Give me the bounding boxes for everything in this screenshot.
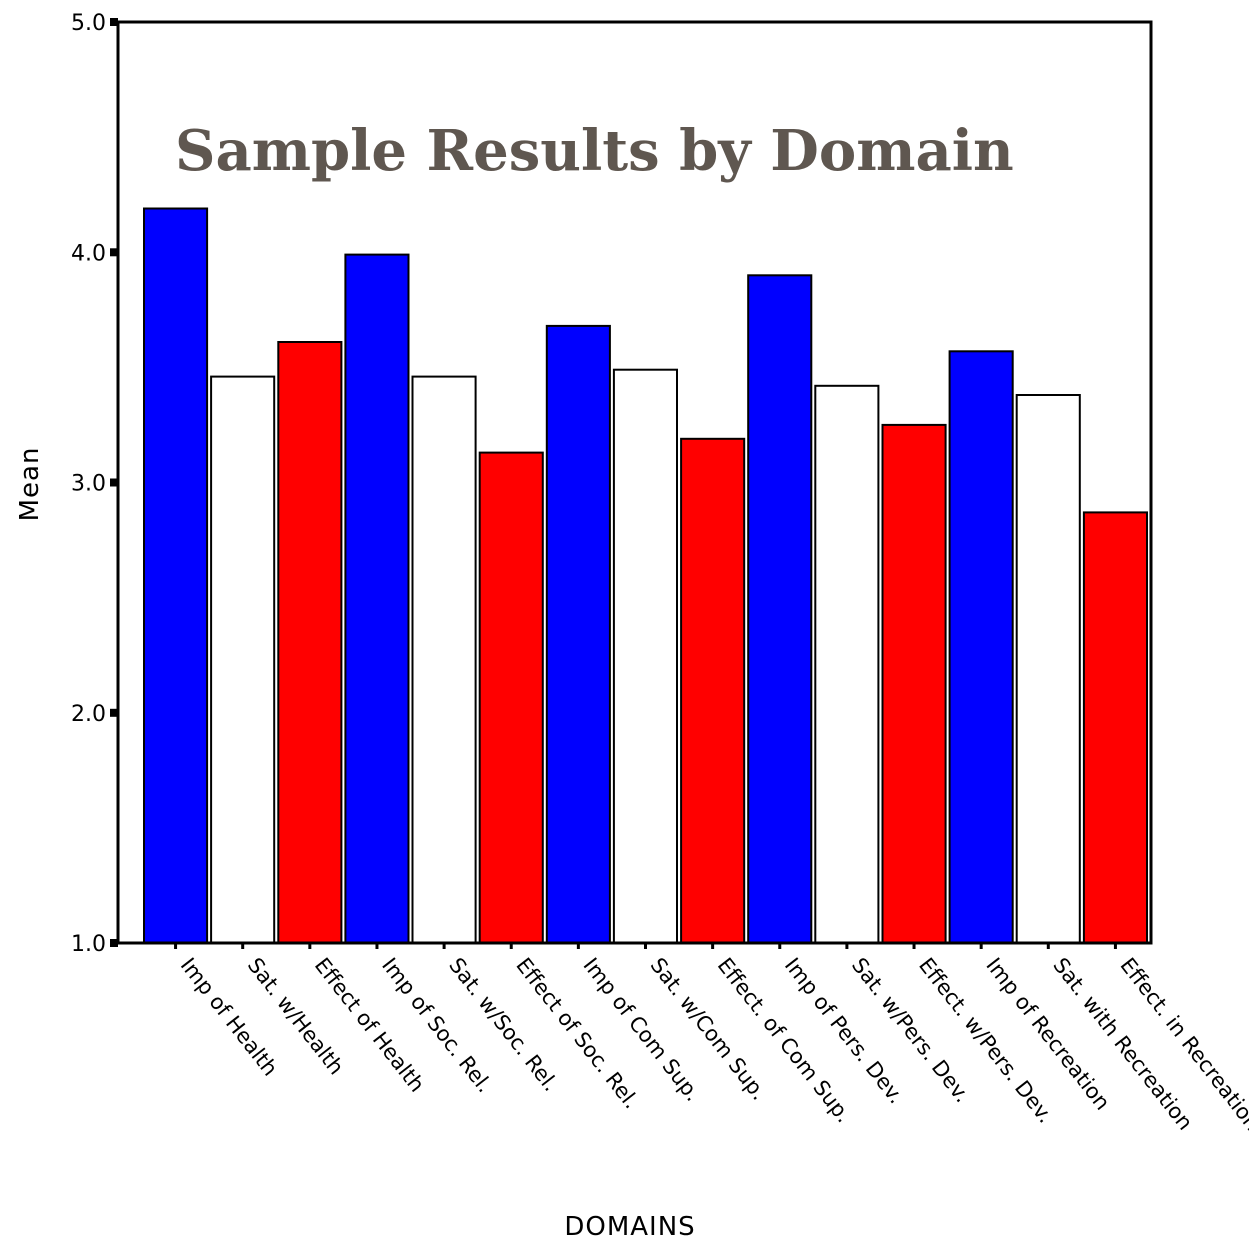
bar-7: [545, 324, 611, 944]
y-tick-label-3: 3.0: [71, 472, 106, 497]
y-axis-title: Mean: [15, 447, 45, 522]
x-axis-title: DOMAINS: [564, 1212, 695, 1242]
x-tick-label-7: Imp of Com Sup.: [578, 953, 705, 1106]
y-tick-1: [110, 939, 118, 947]
y-tick-5: [110, 18, 118, 26]
x-tick-label-12: Effect. w/Pers. Dev.: [914, 953, 1058, 1127]
y-tick-2: [110, 708, 118, 717]
y-tick-label-1: 1.0: [71, 932, 106, 957]
bar-15: [1082, 511, 1149, 945]
bar-6: [478, 451, 544, 944]
y-tick-4: [110, 248, 118, 257]
x-tick-label-13: Imp of Recreation: [981, 953, 1114, 1114]
x-tick-label-9: Effect. of Com Sup.: [713, 953, 856, 1127]
bar-5: [411, 375, 477, 945]
x-tick-label-11: Sat. w/Pers. Dev.: [847, 953, 974, 1107]
bar-11: [814, 384, 880, 944]
y-tick-label-4: 4.0: [71, 241, 106, 266]
bar-1: [143, 207, 209, 944]
bar-4: [344, 253, 410, 945]
bars-layer: [143, 207, 1149, 945]
y-tick-label-2: 2.0: [71, 702, 106, 727]
bar-13: [948, 350, 1014, 944]
bar-9: [680, 437, 746, 944]
chart-title: Sample Results by Domain: [175, 118, 1014, 184]
y-tick-3: [110, 478, 118, 487]
bar-2: [210, 375, 276, 945]
x-tick-label-10: Imp of Pers. Dev.: [780, 953, 908, 1108]
bar-3: [277, 341, 343, 944]
bar-8: [612, 368, 679, 944]
bar-12: [881, 423, 947, 944]
x-tick-label-6: Effect of Soc. Rel.: [511, 953, 643, 1113]
y-axis: 1.0 2.0 3.0 4.0 5.0: [71, 11, 118, 957]
bar-14: [1015, 394, 1081, 944]
x-tick-label-8: Sat. w/Com Sup.: [646, 953, 772, 1104]
y-tick-label-5: 5.0: [71, 11, 106, 36]
bar-10: [747, 274, 813, 944]
